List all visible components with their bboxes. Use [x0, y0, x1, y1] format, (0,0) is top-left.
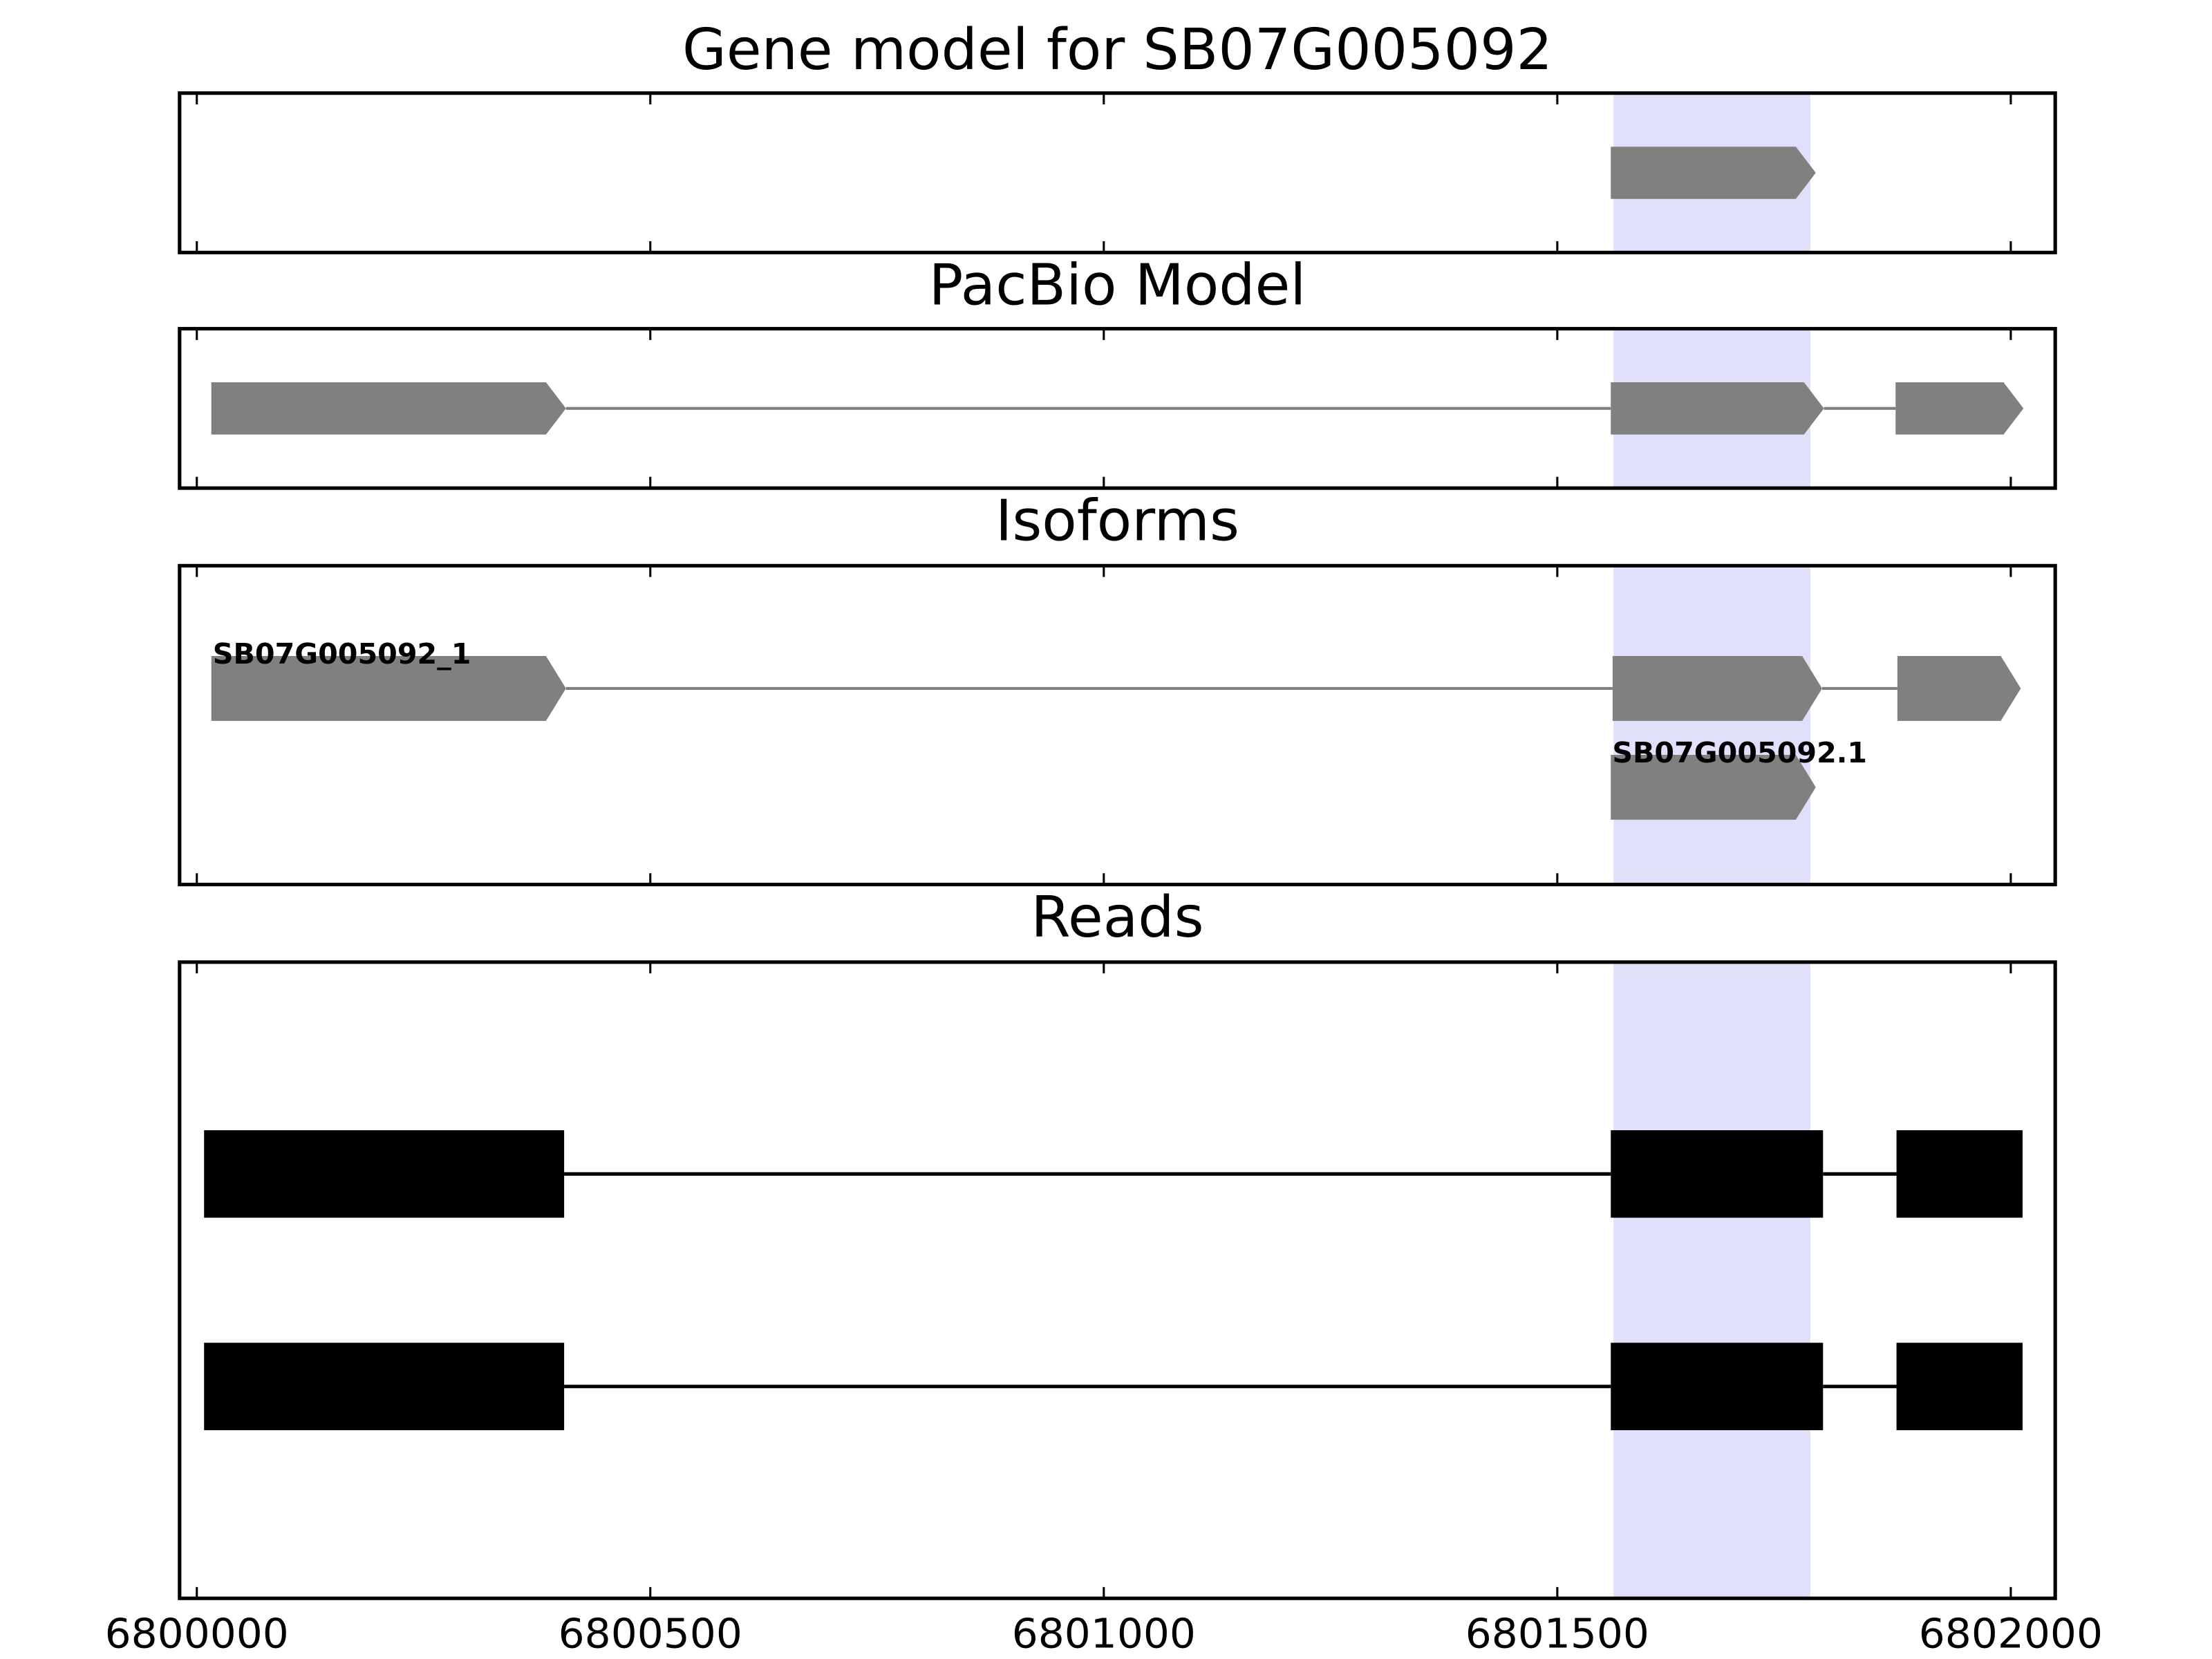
exon — [1896, 1342, 2023, 1431]
panel-frame — [178, 326, 2057, 490]
highlight — [1613, 962, 1810, 1599]
panel-frame — [178, 960, 2057, 1600]
panel-title: Reads — [1031, 885, 1203, 950]
x-tick-label: 6801500 — [1465, 1611, 1649, 1658]
x-tick-label: 6800500 — [559, 1611, 742, 1658]
exon — [1612, 656, 1822, 721]
exon — [211, 656, 566, 721]
exon — [211, 382, 566, 435]
panel-frame — [178, 91, 2057, 254]
exon — [1611, 147, 1816, 199]
panel-title: Isoforms — [995, 489, 1239, 554]
exon — [1897, 656, 2021, 721]
exon — [1611, 1130, 1824, 1218]
panel-title: PacBio Model — [929, 253, 1306, 319]
isoform-label: SB07G005092.1 — [1612, 736, 1867, 769]
highlight — [1613, 565, 1810, 885]
exon — [1611, 754, 1816, 820]
exon — [1895, 382, 2024, 435]
x-tick-label: 6801000 — [1012, 1611, 1196, 1658]
panel-title: Gene model for SB07G005092 — [682, 17, 1553, 83]
exon — [1896, 1130, 2023, 1218]
isoform-label: SB07G005092_1 — [213, 637, 471, 671]
exon — [1611, 1342, 1824, 1431]
exon — [204, 1342, 565, 1431]
x-tick-label: 6800000 — [105, 1611, 289, 1658]
panel-frame — [178, 563, 2057, 887]
x-tick-label: 6802000 — [1919, 1611, 2103, 1658]
exon — [1611, 382, 1824, 435]
exon — [204, 1130, 565, 1218]
